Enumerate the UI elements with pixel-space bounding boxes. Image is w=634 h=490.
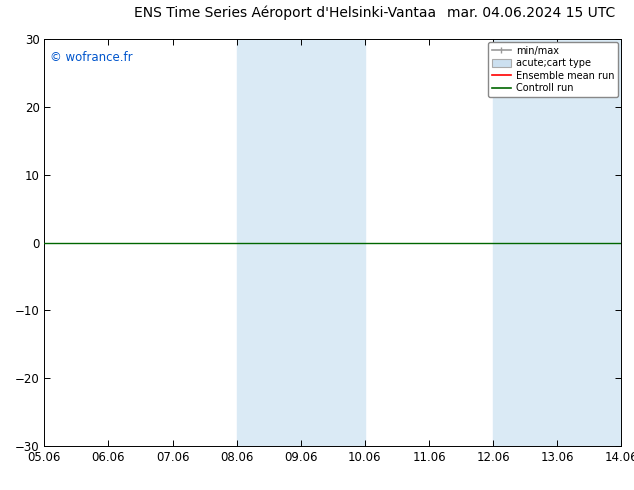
Text: mar. 04.06.2024 15 UTC: mar. 04.06.2024 15 UTC (447, 5, 615, 20)
Text: ENS Time Series Aéroport d'Helsinki-Vantaa: ENS Time Series Aéroport d'Helsinki-Vant… (134, 5, 436, 20)
Bar (236, 39, 301, 446)
Legend: min/max, acute;cart type, Ensemble mean run, Controll run: min/max, acute;cart type, Ensemble mean … (488, 42, 618, 97)
Text: © wofrance.fr: © wofrance.fr (50, 51, 133, 64)
Bar (557, 39, 621, 446)
Bar (493, 39, 557, 446)
Bar (301, 39, 365, 446)
